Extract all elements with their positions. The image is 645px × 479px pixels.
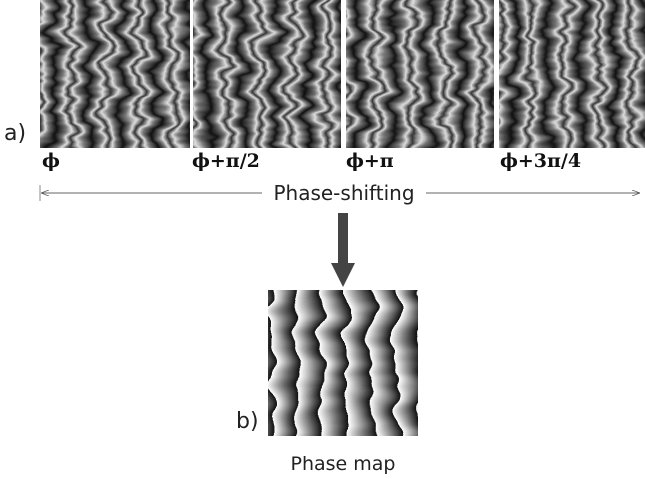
down-arrow-head xyxy=(331,263,355,287)
arrow-label: Phase-shifting xyxy=(273,181,414,205)
frame-label: ϕ+3π/4 xyxy=(500,150,581,172)
frame-label: ϕ xyxy=(42,150,60,172)
panel-label: a) xyxy=(4,121,26,146)
frame-label: ϕ+π xyxy=(346,150,394,172)
fringe-image xyxy=(479,0,645,170)
panel-label: b) xyxy=(236,409,259,434)
down-arrow xyxy=(338,213,348,265)
figure: a) ϕ ϕ+π/2 ϕ+π ϕ+3π/4 Phase-shifting b) … xyxy=(0,0,645,479)
fringe-image xyxy=(173,0,363,170)
caption: Phase map xyxy=(291,453,396,475)
fringe-image xyxy=(20,0,210,170)
fringe-image xyxy=(326,0,516,170)
frame-label: ϕ+π/2 xyxy=(192,150,260,172)
phase-map-image xyxy=(248,270,438,456)
